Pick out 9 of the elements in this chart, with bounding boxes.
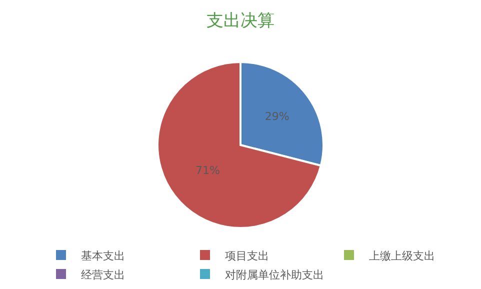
legend-label: 经营支出 (81, 268, 125, 282)
legend-label: 基本支出 (81, 249, 125, 262)
pie-slice (156, 61, 322, 229)
legend-label: 项目支出 (225, 249, 269, 262)
chart-title: 支出决算 (206, 10, 274, 31)
legend-label: 上缴上级支出 (369, 249, 435, 262)
data-label: 29% (264, 110, 290, 124)
data-label: 71% (195, 164, 220, 177)
legend-label: 对附属单位补助支出 (225, 268, 324, 282)
